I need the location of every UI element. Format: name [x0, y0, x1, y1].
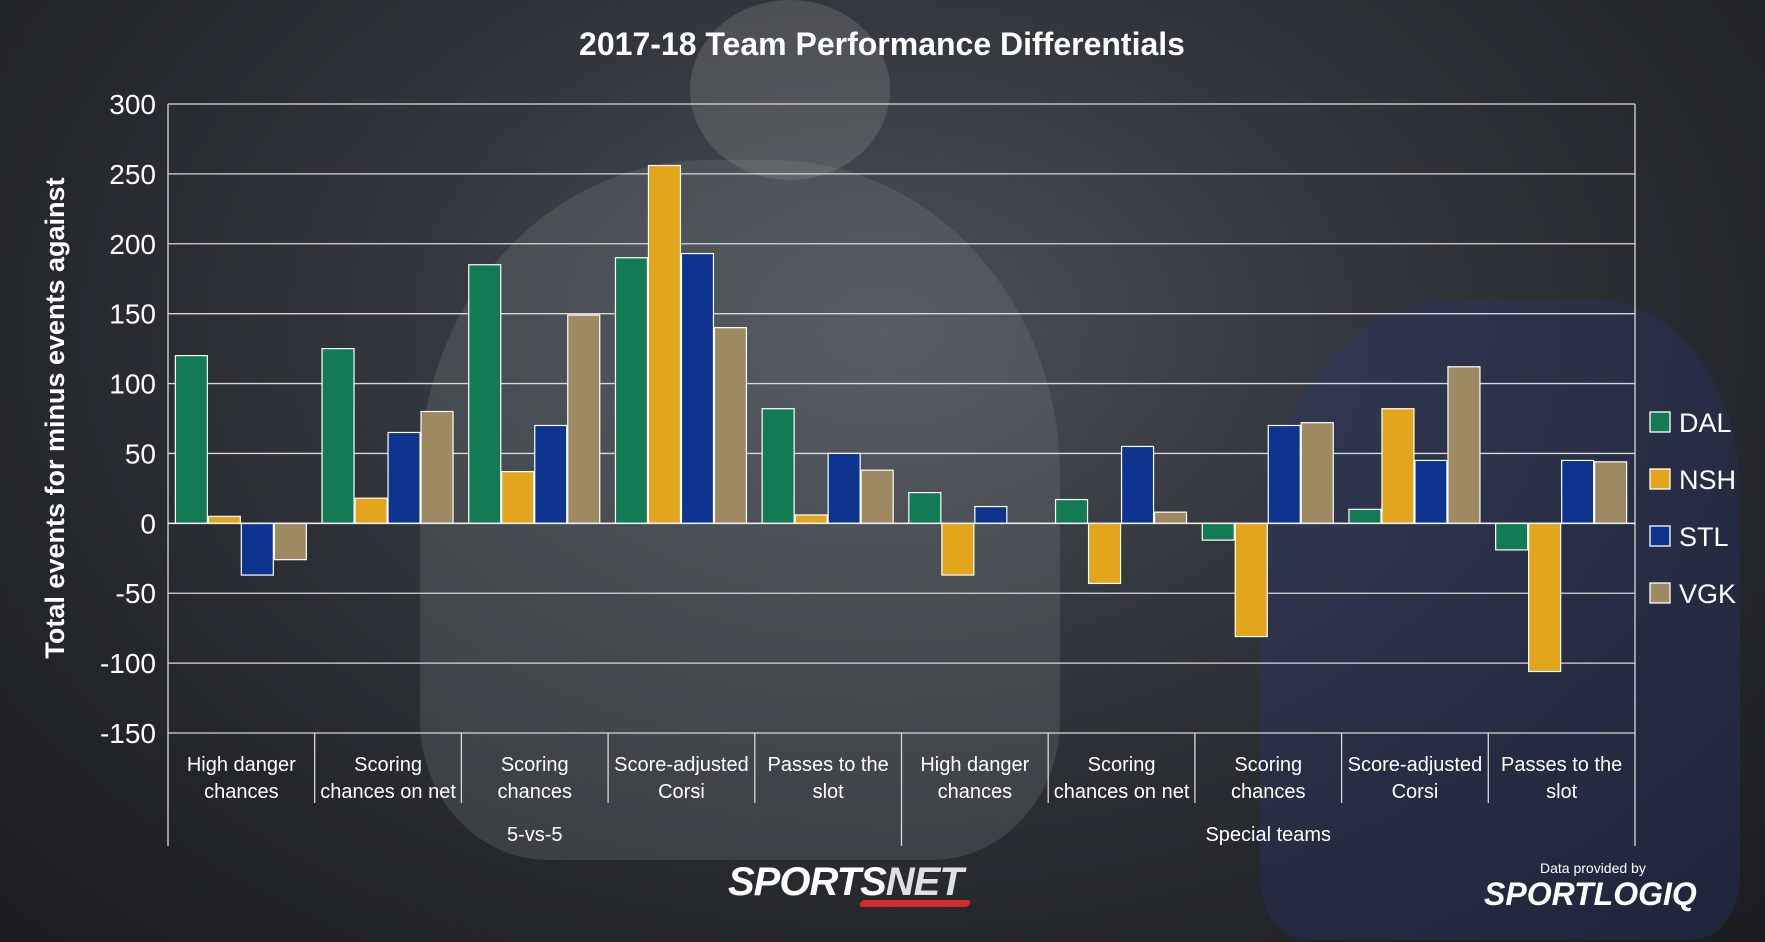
category-label: Scoring: [501, 754, 569, 776]
category-label: chances: [1231, 781, 1306, 803]
bar-stl: [240, 522, 274, 576]
bar-stl: [1120, 445, 1155, 524]
category-label: chances on net: [320, 781, 456, 803]
category-label: Passes to the: [768, 754, 889, 776]
bar-stl: [1561, 459, 1595, 524]
y-tick-label: -50: [116, 578, 156, 609]
bar-vgk: [1153, 511, 1188, 524]
bar-vgk: [1447, 366, 1481, 524]
legend-label-vgk: VGK: [1679, 579, 1736, 609]
category-labels: High danger chances Scoring chances on net S…: [167, 733, 1636, 846]
y-tick-label: 150: [109, 299, 156, 330]
legend: DAL NSH STL VGK: [1649, 408, 1736, 609]
y-tick-label: 0: [140, 508, 156, 539]
bar-stl: [680, 252, 715, 524]
y-tick-label: -100: [100, 648, 156, 679]
sportsnet-logo: SPORTSNET: [728, 860, 964, 905]
bar-nsh: [501, 471, 535, 524]
bar-stl: [827, 452, 861, 524]
bar-dal: [1201, 522, 1235, 541]
category-label: Scoring: [1234, 754, 1302, 776]
legend-label-stl: STL: [1679, 522, 1729, 552]
category-label: chances: [204, 781, 279, 803]
chart-title: 2017-18 Team Performance Differentials: [579, 26, 1185, 62]
legend-swatch-dal: [1649, 411, 1671, 433]
legend-label-dal: DAL: [1679, 408, 1732, 438]
bar-nsh: [794, 514, 828, 524]
y-axis-label: Total events for minus events against: [40, 177, 70, 658]
category-label: chances: [938, 781, 1013, 803]
y-tick-labels: 300 250 200 150 100 50 0 -50 -100 -150: [100, 89, 156, 749]
y-tick-label: 200: [109, 229, 156, 260]
category-label: Scoring: [354, 754, 422, 776]
grid-lines: [167, 103, 1636, 734]
category-label: chances: [498, 781, 573, 803]
category-label: Corsi: [658, 781, 705, 803]
y-tick-label: -150: [100, 718, 156, 749]
category-label: High danger: [920, 754, 1029, 776]
bar-nsh: [1381, 408, 1415, 524]
sportlogiq-logo: SPORTLOGIQ: [1484, 876, 1697, 912]
bar-dal: [908, 491, 942, 524]
y-tick-label: 300: [109, 89, 156, 120]
bar-dal: [761, 408, 795, 524]
category-label: chances on net: [1054, 781, 1190, 803]
category-label: Score-adjusted: [614, 754, 749, 776]
legend-label-nsh: NSH: [1679, 465, 1736, 495]
bar-stl: [1414, 459, 1448, 524]
category-label: Corsi: [1392, 781, 1439, 803]
bar-dal: [468, 264, 502, 524]
sportsnet-logo-accent: NET: [885, 860, 964, 904]
legend-swatch-stl: [1649, 525, 1671, 547]
category-label: Score-adjusted: [1348, 754, 1483, 776]
bar-vgk: [273, 522, 307, 561]
bar-vgk: [567, 314, 601, 524]
bar-nsh: [1528, 522, 1562, 673]
bar-nsh: [941, 522, 975, 576]
bar-dal: [1348, 508, 1382, 524]
category-label: High danger: [187, 754, 296, 776]
bar-stl: [974, 505, 1008, 524]
group-label: 5-vs-5: [507, 824, 563, 846]
bar-vgk: [1594, 461, 1628, 524]
group-label: Special teams: [1205, 824, 1331, 846]
bar-vgk: [1300, 422, 1334, 524]
bar-stl: [534, 424, 568, 524]
sportsnet-swoosh-icon: [858, 900, 972, 907]
bar-nsh: [1234, 522, 1268, 638]
bar-dal: [1054, 498, 1089, 524]
bar-vgk: [420, 410, 454, 524]
bar-vgk: [860, 469, 894, 524]
legend-swatch-nsh: [1649, 468, 1671, 490]
bar-nsh: [207, 515, 241, 524]
bars: [168, 164, 1635, 673]
bar-nsh: [647, 164, 682, 524]
category-label: slot: [1546, 781, 1578, 803]
bar-vgk: [713, 327, 748, 524]
bar-nsh: [1087, 522, 1122, 585]
bar-stl: [1267, 424, 1301, 524]
bar-nsh: [354, 497, 388, 524]
y-tick-label: 100: [109, 369, 156, 400]
bar-dal: [174, 355, 208, 524]
bar-stl: [387, 431, 421, 524]
bar-dal: [1495, 522, 1529, 551]
category-label: Scoring: [1088, 754, 1156, 776]
data-credit: Data provided by: [1540, 860, 1646, 876]
bar-dal: [614, 257, 649, 524]
category-label: Passes to the: [1501, 754, 1622, 776]
category-label: slot: [813, 781, 845, 803]
y-tick-label: 50: [125, 438, 156, 469]
sportsnet-logo-main: SPORTS: [728, 860, 887, 904]
legend-swatch-vgk: [1649, 582, 1671, 604]
y-tick-label: 250: [109, 159, 156, 190]
bar-dal: [321, 348, 355, 524]
